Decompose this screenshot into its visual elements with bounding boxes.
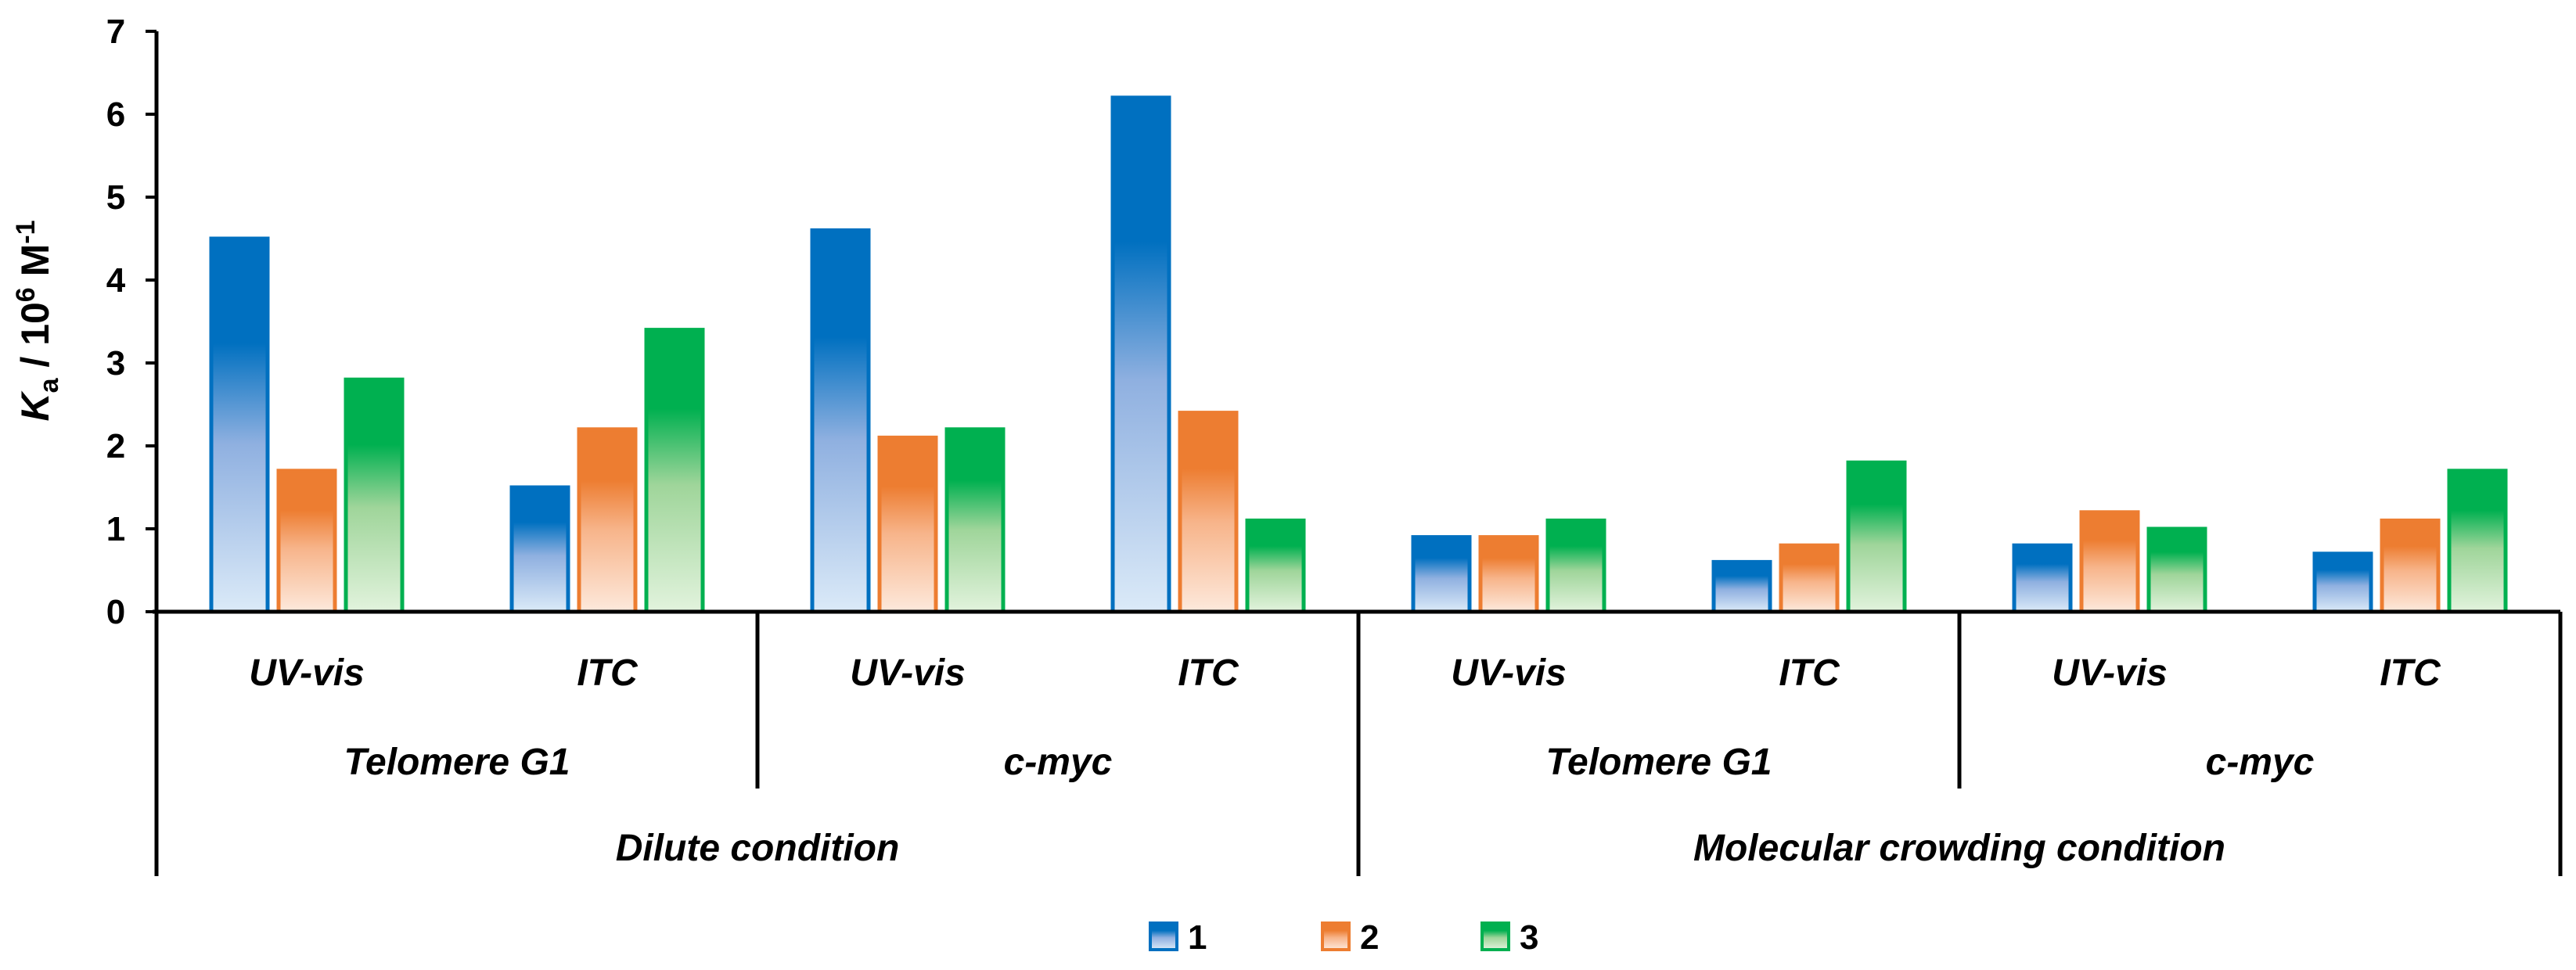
x-condition-label: Molecular crowding condition: [1693, 828, 2225, 869]
x-group-label: c-myc: [2206, 742, 2315, 783]
bar-series-3-cat-5: [1545, 518, 1606, 614]
bar-series-1-cat-8: [2312, 551, 2373, 614]
bar-series-2-cat-6: [1779, 543, 1840, 614]
y-tick-label: 1: [106, 510, 125, 548]
bar-series-1-cat-4: [1110, 95, 1171, 614]
y-tick-label: 2: [106, 427, 125, 465]
x-category-label: UV-vis: [2052, 652, 2168, 694]
bar-series-2-cat-7: [2079, 510, 2140, 614]
x-category-label: ITC: [1779, 652, 1840, 694]
bar-series-3-cat-1: [344, 377, 405, 614]
x-category-label: ITC: [1178, 652, 1239, 694]
bar-series-3-cat-6: [1846, 460, 1907, 614]
bar-series-2-cat-8: [2380, 518, 2441, 614]
bar-series-1-cat-3: [810, 228, 871, 614]
legend-swatch-2: [1321, 922, 1351, 951]
legend-label-2: 2: [1360, 918, 1379, 957]
x-axis: UV-vis ITC UV-vis ITC UV-vis ITC UV-vis ITC Telo…: [153, 609, 2563, 876]
bar-series-3-cat-3: [944, 427, 1006, 614]
y-axis-label: Ka / 106 M-1: [11, 220, 64, 421]
bar-series-2-cat-4: [1178, 411, 1239, 614]
bar-series-2-cat-3: [877, 435, 938, 614]
legend-swatch-1: [1149, 922, 1178, 951]
y-tick-label: 0: [106, 593, 125, 631]
bar-series-1-cat-5: [1411, 535, 1472, 614]
bar-series-1-cat-6: [1711, 559, 1772, 614]
bar-series-1-cat-1: [209, 236, 270, 614]
y-tick-label: 4: [106, 261, 126, 300]
bar-series-1-cat-7: [2012, 543, 2073, 614]
legend-label-3: 3: [1520, 918, 1538, 957]
x-category-label: ITC: [577, 652, 639, 694]
bar-series-1-cat-2: [509, 485, 570, 614]
bar-series-2-cat-5: [1478, 535, 1539, 614]
x-group-label: Telomere G1: [1545, 742, 1772, 783]
y-tick-label: 5: [106, 178, 125, 217]
x-category-label: UV-vis: [850, 652, 966, 694]
y-tick-label: 7: [106, 13, 125, 51]
x-group-label: Telomere G1: [344, 742, 570, 783]
legend-label-1: 1: [1188, 918, 1207, 957]
bars: [209, 95, 2508, 614]
y-tick-label: 3: [106, 344, 125, 383]
legend: 1 2 3: [1149, 918, 1538, 957]
x-category-label: ITC: [2380, 652, 2441, 694]
x-condition-label: Dilute condition: [616, 828, 900, 869]
bar-series-3-cat-8: [2447, 469, 2508, 614]
bar-series-3-cat-7: [2146, 526, 2207, 614]
bar-series-3-cat-2: [644, 328, 705, 614]
legend-swatch-3: [1480, 922, 1510, 951]
x-category-label: UV-vis: [249, 652, 365, 694]
bar-series-3-cat-4: [1245, 518, 1306, 614]
y-axis: 0 1 2 3 4 5 6 7: [106, 13, 159, 631]
bar-series-2-cat-2: [577, 427, 638, 614]
x-category-label: UV-vis: [1451, 652, 1567, 694]
x-group-label: c-myc: [1004, 742, 1113, 783]
y-tick-label: 6: [106, 95, 125, 134]
bar-series-2-cat-1: [276, 469, 337, 614]
